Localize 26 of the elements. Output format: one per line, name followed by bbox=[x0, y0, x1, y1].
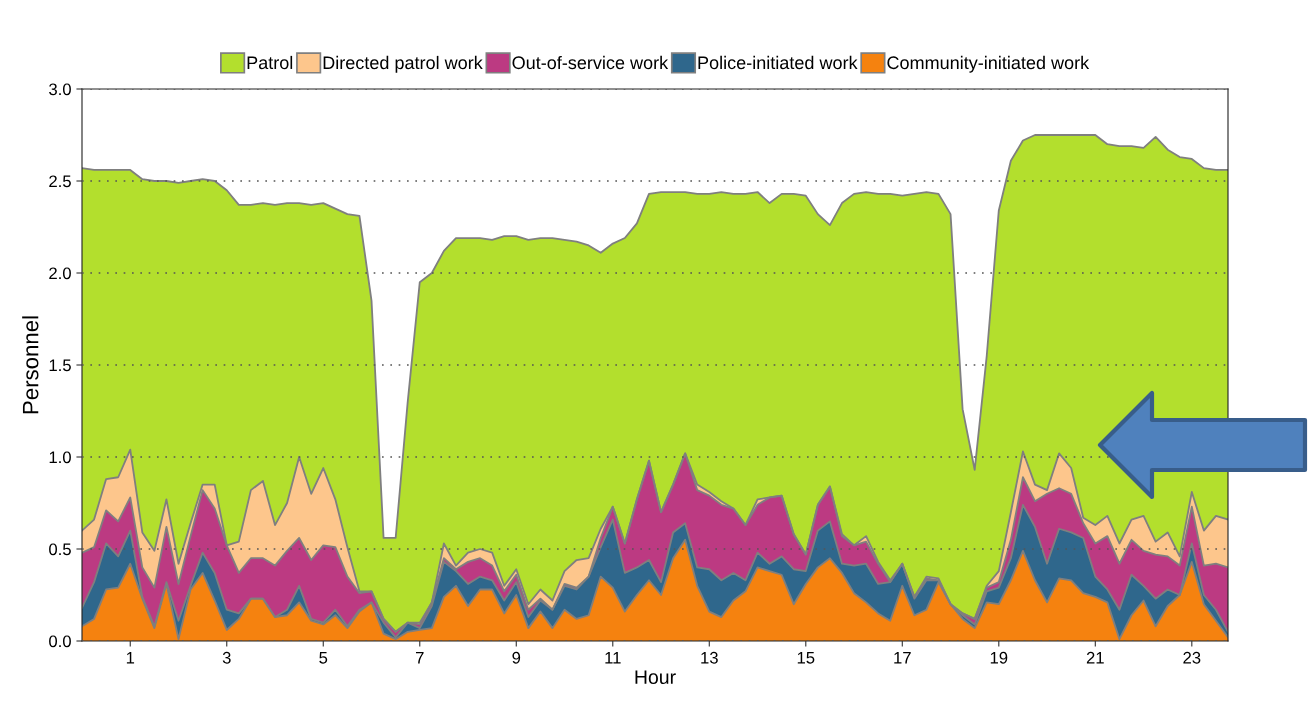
legend-label: Out-of-service work bbox=[512, 55, 669, 70]
y-tick-label: 1.0 bbox=[49, 451, 71, 464]
x-tick-label: 5 bbox=[319, 652, 328, 664]
x-tick-label: 19 bbox=[990, 651, 1008, 664]
x-tick-label: 15 bbox=[797, 652, 815, 664]
y-tick-label: 0.0 bbox=[49, 635, 71, 648]
x-tick-label: 7 bbox=[415, 652, 424, 664]
legend-label: Police-initiated work bbox=[698, 55, 858, 70]
x-tick-label: 9 bbox=[512, 651, 521, 664]
legend-label: Community-initiated work bbox=[887, 55, 1090, 73]
x-tick-label: 21 bbox=[1086, 651, 1104, 664]
y-tick-label: 0.5 bbox=[49, 543, 71, 556]
y-axis-title: Personnel bbox=[22, 316, 39, 414]
x-tick-label: 23 bbox=[1183, 651, 1201, 664]
x-tick-label: 17 bbox=[894, 652, 911, 664]
x-axis-title: Hour bbox=[635, 670, 676, 685]
y-tick-label: 3.0 bbox=[49, 83, 71, 96]
x-tick-label: 3 bbox=[222, 651, 231, 664]
legend-label: Patrol bbox=[247, 55, 293, 70]
x-tick-label: 11 bbox=[605, 652, 621, 664]
x-tick-label: 13 bbox=[701, 651, 718, 664]
y-tick-label: 2.0 bbox=[49, 267, 71, 280]
legend-label: Directed patrol work bbox=[323, 55, 483, 73]
x-tick-label: 1 bbox=[126, 652, 135, 664]
y-tick-label: 2.5 bbox=[49, 175, 71, 188]
y-tick-label: 1.5 bbox=[49, 359, 71, 372]
